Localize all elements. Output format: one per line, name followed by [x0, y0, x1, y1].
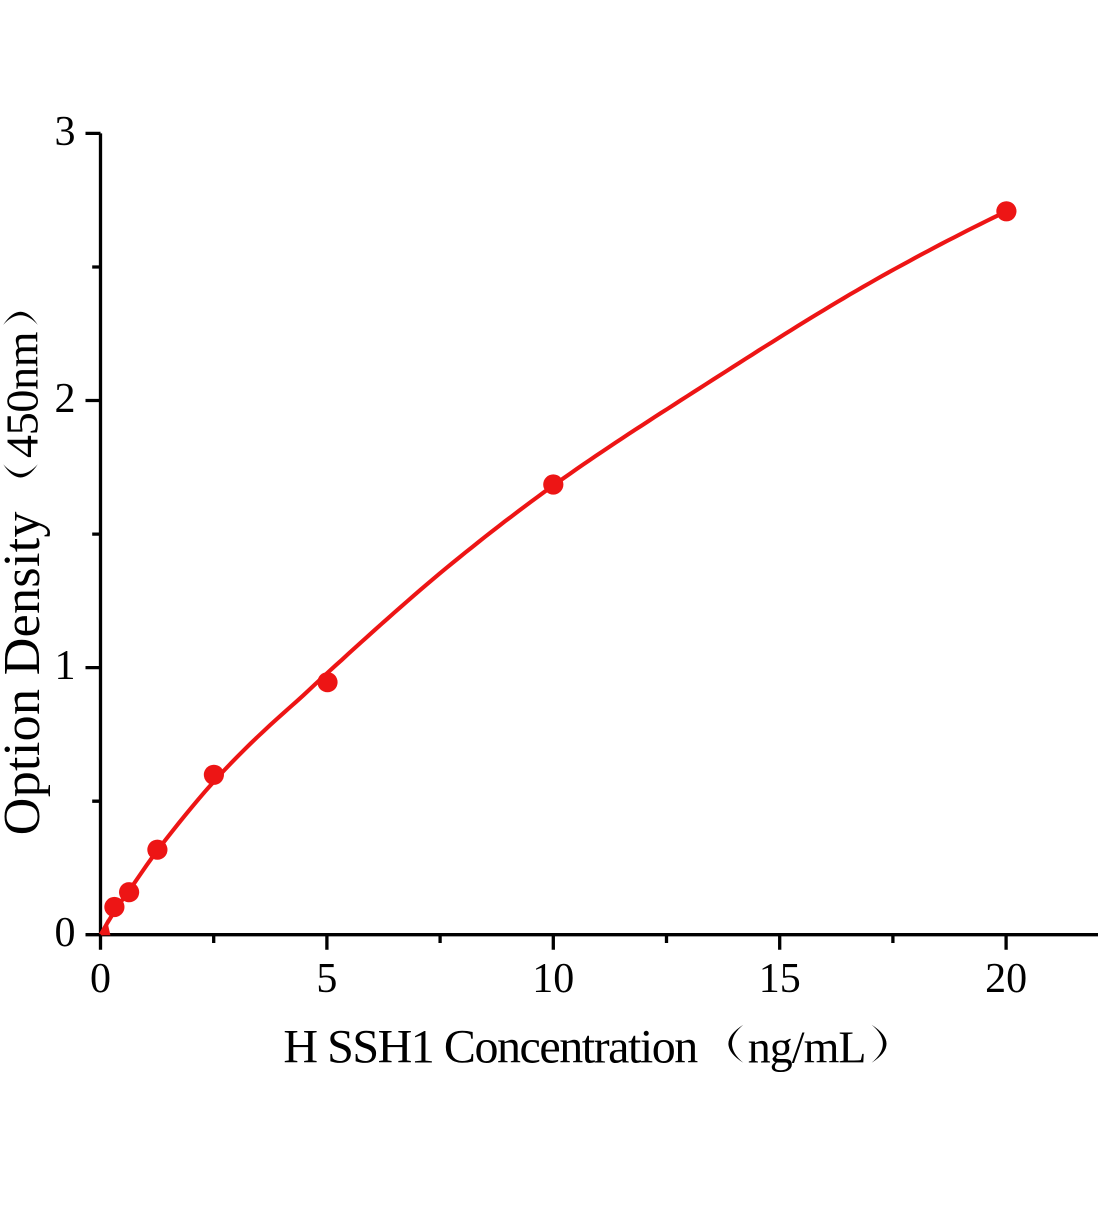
svg-text:H SSH1 Concentration: H SSH1 Concentration: [283, 1021, 698, 1074]
svg-text:2: 2: [55, 376, 76, 422]
svg-text:15: 15: [759, 956, 801, 1002]
svg-text:3: 3: [55, 109, 76, 155]
svg-text:Option Density: Option Density: [0, 511, 51, 835]
svg-text:1: 1: [55, 643, 76, 689]
svg-text:0: 0: [90, 956, 111, 1002]
svg-text:0: 0: [55, 910, 76, 956]
svg-text:20: 20: [985, 956, 1027, 1002]
svg-text:5: 5: [316, 956, 337, 1002]
svg-text:10: 10: [532, 956, 574, 1002]
svg-text:ng/mL: ng/mL: [748, 1022, 866, 1073]
svg-text:450nm: 450nm: [0, 331, 48, 458]
